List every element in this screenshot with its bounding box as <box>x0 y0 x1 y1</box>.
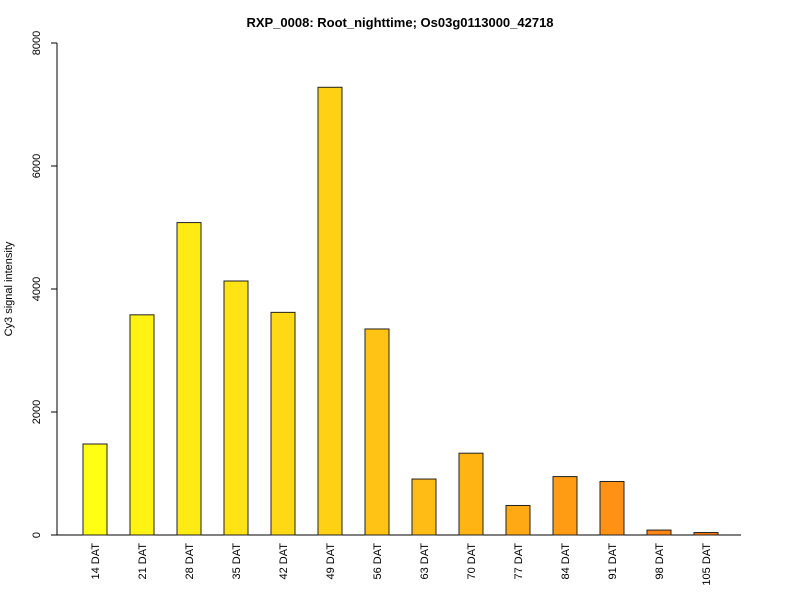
x-tick-label: 35 DAT <box>231 543 243 580</box>
x-tick-label: 91 DAT <box>607 543 619 580</box>
bar-28-dat <box>176 222 202 536</box>
x-tick-label: 14 DAT <box>90 543 102 580</box>
x-tick-label: 56 DAT <box>372 543 384 580</box>
x-tick-label: 63 DAT <box>419 543 431 580</box>
bar-63-dat <box>411 478 437 536</box>
x-tick-label: 105 DAT <box>701 543 713 586</box>
bar-21-dat <box>129 314 155 536</box>
bar-91-dat <box>599 480 625 536</box>
x-tick-label: 98 DAT <box>654 543 666 580</box>
y-tick-label: 4000 <box>31 277 43 301</box>
x-tick-label: 49 DAT <box>325 543 337 580</box>
x-axis-tick-labels: 14 DAT 21 DAT 28 DAT 35 DAT 42 DAT 49 DAT 56 D… <box>90 543 713 586</box>
y-tick-label: 8000 <box>31 31 43 55</box>
bar-70-dat <box>458 452 484 536</box>
bar-14-dat <box>82 443 108 536</box>
x-tick-label: 70 DAT <box>466 543 478 580</box>
chart-title: RXP_0008: Root_nighttime; Os03g0113000_4… <box>246 15 553 30</box>
bar-56-dat <box>364 328 390 536</box>
bar-35-dat <box>223 280 249 536</box>
y-tick-label: 6000 <box>31 154 43 178</box>
bar-105-dat <box>693 532 719 536</box>
y-axis-ticks: 0 2000 4000 6000 8000 <box>31 31 57 538</box>
y-tick-label: 0 <box>31 532 43 538</box>
x-tick-label: 77 DAT <box>513 543 525 580</box>
x-tick-label: 42 DAT <box>278 543 290 580</box>
x-tick-label: 28 DAT <box>184 543 196 580</box>
x-tick-label: 84 DAT <box>560 543 572 580</box>
bar-77-dat <box>505 504 531 536</box>
bar-42-dat <box>270 311 296 536</box>
bars <box>82 86 719 536</box>
x-tick-label: 21 DAT <box>137 543 149 580</box>
bar-84-dat <box>552 476 578 536</box>
bar-49-dat <box>317 86 343 536</box>
bar-98-dat <box>646 529 672 536</box>
y-axis-label: Cy3 signal intensity <box>3 241 15 336</box>
y-tick-label: 2000 <box>31 400 43 424</box>
